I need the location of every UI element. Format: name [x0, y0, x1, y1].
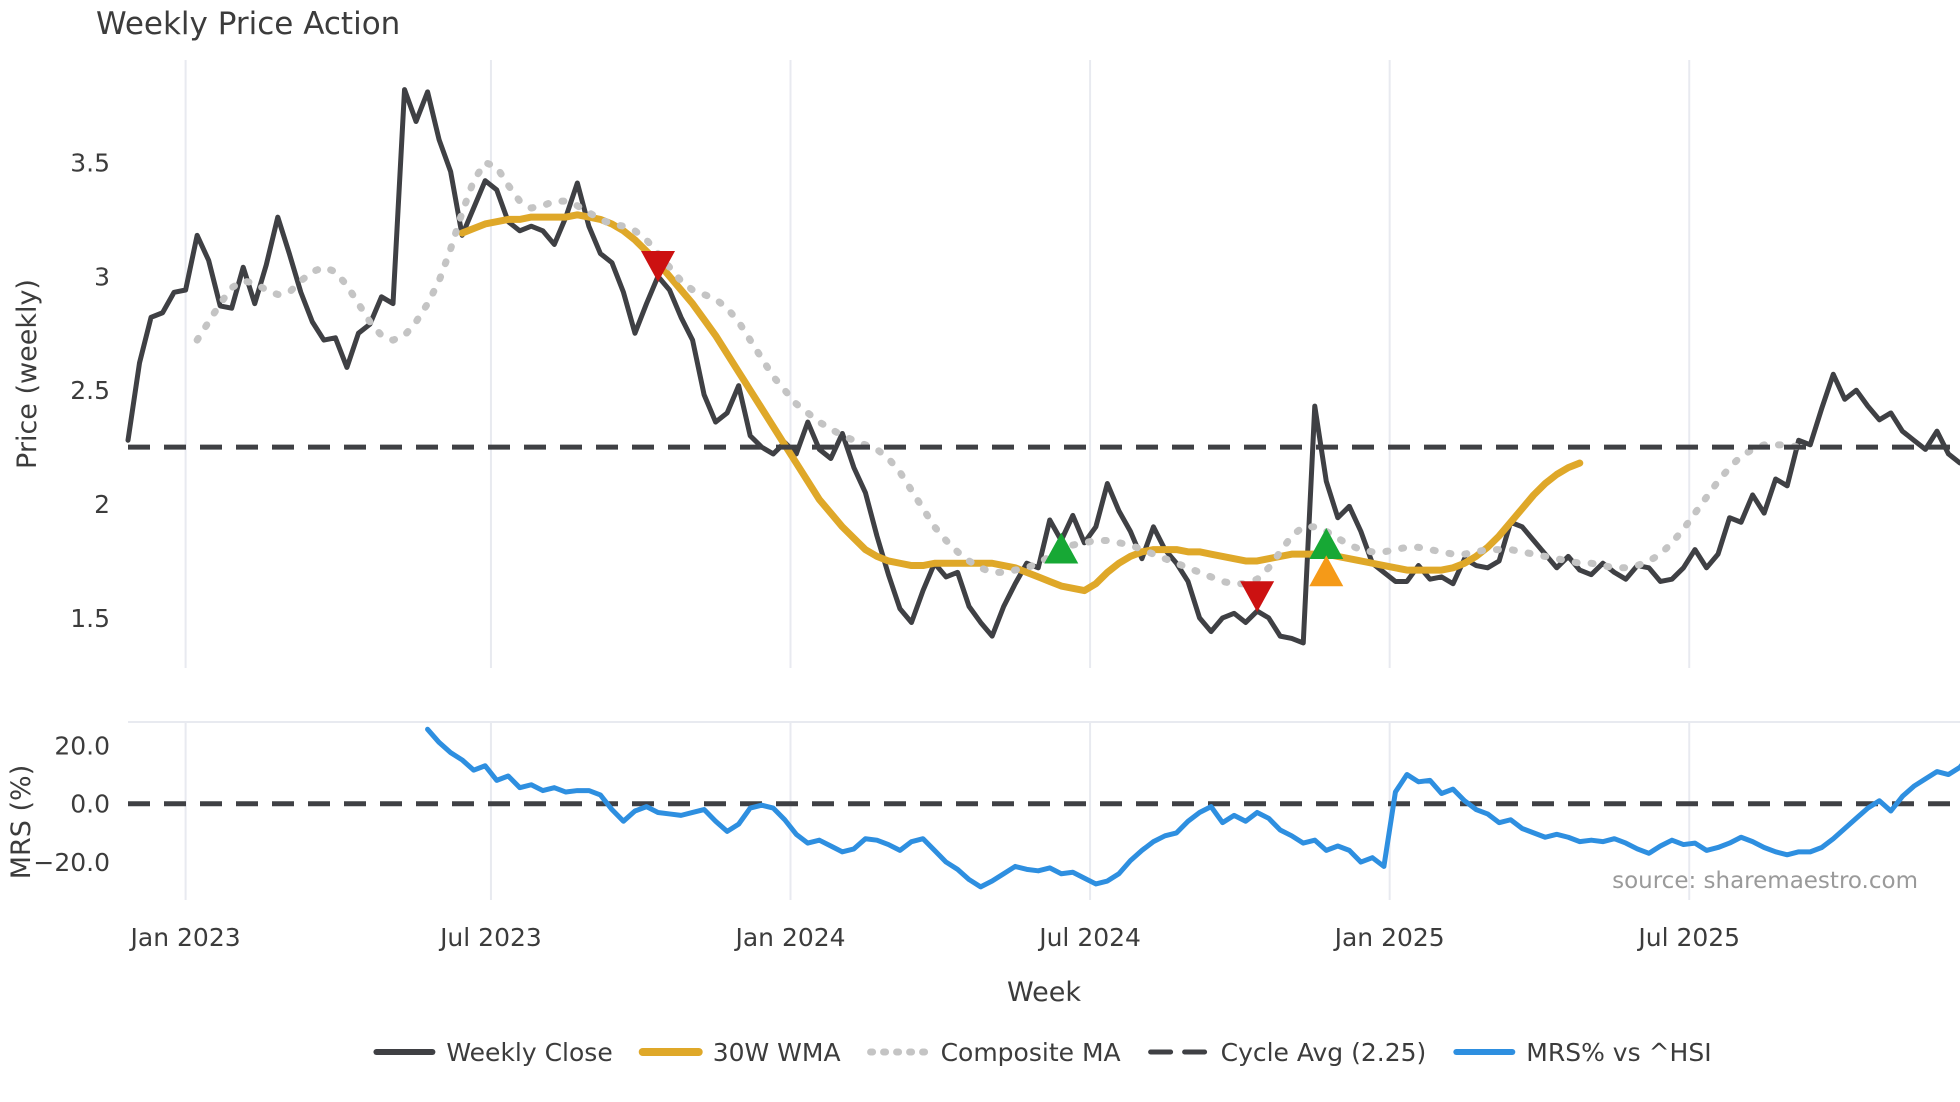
mrs-y-tick-label: 20.0 — [54, 731, 110, 760]
legend-item-weekly-close[interactable]: Weekly Close — [373, 1038, 613, 1067]
x-tick-label: Jul 2023 — [438, 923, 542, 952]
price-y-tick-label: 3 — [94, 262, 110, 291]
mrs-gridlines — [184, 722, 1691, 900]
price-series-group — [125, 87, 1960, 646]
legend-item-cycle-avg-2-25-[interactable]: Cycle Avg (2.25) — [1148, 1038, 1427, 1067]
mrs-y-tick-label: −20.0 — [33, 848, 110, 877]
buy-signal-marker — [1309, 528, 1344, 559]
legend-label: Cycle Avg (2.25) — [1221, 1038, 1427, 1067]
sell-signal-marker — [641, 251, 676, 282]
legend-label: 30W WMA — [713, 1038, 841, 1067]
mrs-line — [425, 726, 1960, 890]
buy-signal-marker — [1044, 532, 1079, 564]
price-y-tick-label: 2.5 — [70, 376, 110, 405]
legend-label: Composite MA — [941, 1038, 1121, 1067]
x-tick-label: Jul 2024 — [1037, 923, 1141, 952]
price-axis-label: Price (weekly) — [12, 279, 43, 469]
price-y-tick-labels: 3.5 3 2.5 2 1.5 — [70, 148, 110, 632]
warn-signal-marker — [1309, 555, 1344, 587]
mrs-series-group — [128, 726, 1960, 890]
x-tick-label: Jul 2025 — [1636, 923, 1740, 952]
mrs-y-tick-label: 0.0 — [70, 790, 110, 819]
weekly-close-line — [125, 87, 1960, 646]
mrs-panel: 20.0 0.0 −20.0 MRS (%) source: sharemaestr… — [6, 721, 1960, 900]
legend-item-composite-ma[interactable]: Composite MA — [867, 1038, 1121, 1067]
source-watermark: source: sharemaestro.com — [1612, 868, 1918, 894]
x-tick-label: Jan 2024 — [733, 923, 845, 952]
mrs-y-tick-labels: 20.0 0.0 −20.0 — [33, 731, 110, 877]
legend-label: MRS% vs ^HSI — [1526, 1038, 1711, 1067]
sell-signal-marker — [1240, 581, 1275, 613]
signal-markers-group — [641, 251, 1344, 613]
mrs-axis-label: MRS (%) — [6, 765, 37, 880]
legend-label: Weekly Close — [446, 1038, 612, 1067]
price-y-tick-label: 3.5 — [70, 148, 110, 177]
price-panel: 3.5 3 2.5 2 1.5 Price (weekly) — [12, 60, 1960, 668]
composite-ma-line — [193, 158, 1803, 588]
x-tick-label: Jan 2025 — [1333, 923, 1445, 952]
chart-legend: Weekly Close 30W WMA Composite MA Cycle Avg… — [373, 1038, 1712, 1067]
price-y-tick-label: 2 — [94, 490, 110, 519]
x-axis-tick-labels: Jan 2023 Jul 2023 Jan 2024 Jul 2024 Jan 2025… — [129, 923, 1741, 952]
legend-item-mrs-vs-hsi[interactable]: MRS% vs ^HSI — [1453, 1038, 1712, 1067]
x-tick-label: Jan 2023 — [129, 923, 241, 952]
page-title: Weekly Price Action — [96, 6, 400, 42]
price-y-tick-label: 1.5 — [70, 604, 110, 633]
x-axis-label: Week — [1007, 977, 1081, 1008]
legend-item-30w-wma[interactable]: 30W WMA — [638, 1038, 841, 1067]
